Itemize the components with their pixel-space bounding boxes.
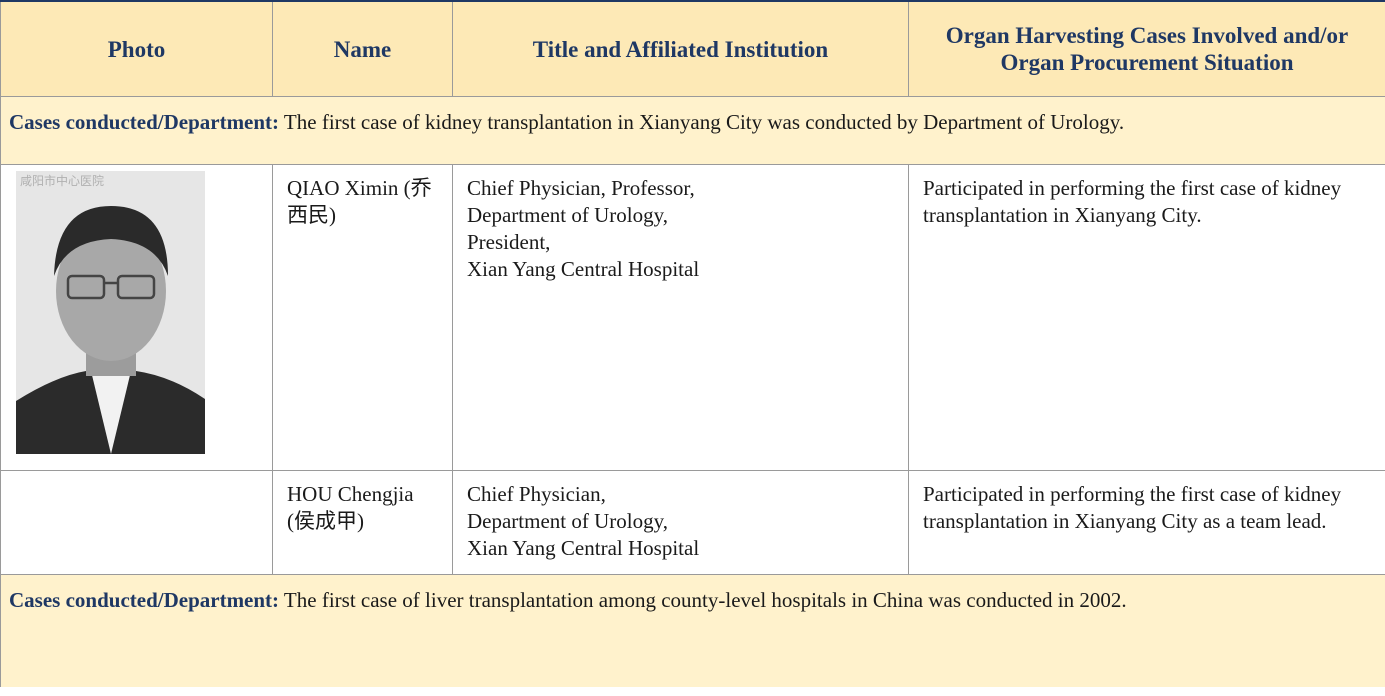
photo-watermark: 咸阳市中心医院 bbox=[20, 173, 104, 188]
header-cell: Organ Harvesting Cases Involved and/or O… bbox=[908, 0, 1385, 97]
person-row: 咸阳市中心医院 QIAO Ximin (乔西民) Chief Physician… bbox=[0, 164, 1385, 471]
section-label: Cases conducted/Department: bbox=[9, 110, 280, 134]
cases-cell: Participated in performing the first cas… bbox=[908, 470, 1385, 575]
section-cell: Cases conducted/Department: The first ca… bbox=[0, 96, 1385, 165]
header-row: Photo Name Title and Affiliated Institut… bbox=[0, 0, 1385, 97]
title-line: Xian Yang Central Hospital bbox=[467, 536, 700, 560]
cases-cell: Participated in performing the first cas… bbox=[908, 164, 1385, 471]
header-cell: Title and Affiliated Institution bbox=[452, 0, 909, 97]
section-row: Cases conducted/Department: The first ca… bbox=[0, 574, 1385, 687]
section-text: The first case of kidney transplantation… bbox=[283, 110, 1125, 134]
header-cell: Photo bbox=[0, 0, 273, 97]
title-line: Chief Physician, Professor, bbox=[467, 176, 695, 200]
title-line: President, bbox=[467, 230, 551, 254]
title-line: Department of Urology, bbox=[467, 203, 668, 227]
title-line: Department of Urology, bbox=[467, 509, 668, 533]
portrait-photo: 咸阳市中心医院 bbox=[16, 171, 205, 454]
person-row: HOU Chengjia (侯成甲) Chief Physician, Depa… bbox=[0, 470, 1385, 575]
photo-cell bbox=[0, 470, 273, 575]
title-line: Chief Physician, bbox=[467, 482, 606, 506]
header-cell: Name bbox=[272, 0, 453, 97]
title-line: Xian Yang Central Hospital bbox=[467, 257, 700, 281]
section-cell: Cases conducted/Department: The first ca… bbox=[0, 574, 1385, 687]
section-row: Cases conducted/Department: The first ca… bbox=[0, 96, 1385, 165]
photo-cell: 咸阳市中心医院 bbox=[0, 164, 273, 471]
title-cell: Chief Physician, Professor, Department o… bbox=[452, 164, 909, 471]
title-cell: Chief Physician, Department of Urology, … bbox=[452, 470, 909, 575]
name-cell: HOU Chengjia (侯成甲) bbox=[272, 470, 453, 575]
section-label: Cases conducted/Department: bbox=[9, 588, 280, 612]
section-text: The first case of liver transplantation … bbox=[283, 588, 1127, 612]
name-cell: QIAO Ximin (乔西民) bbox=[272, 164, 453, 471]
